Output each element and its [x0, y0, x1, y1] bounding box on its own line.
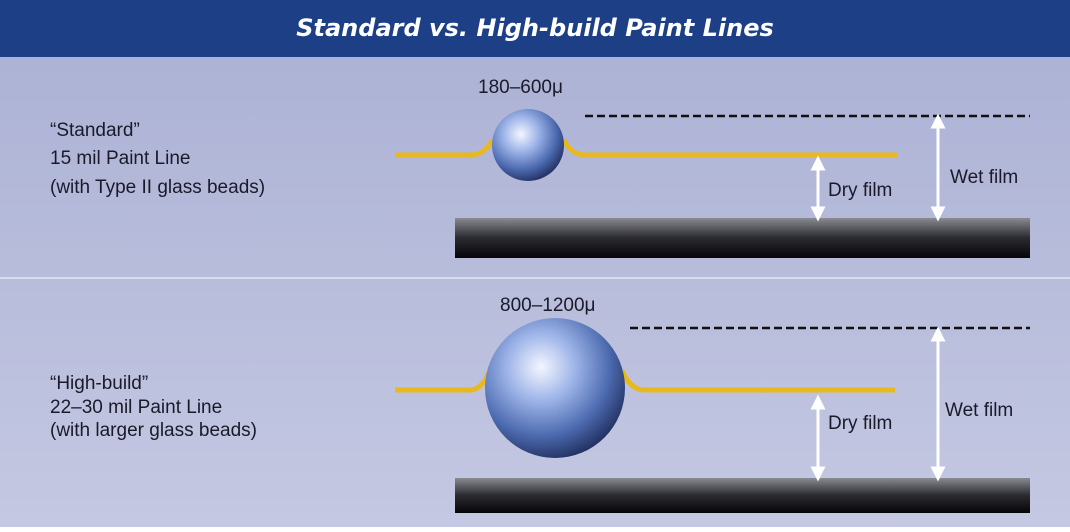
label-line: (with Type II glass beads) [50, 177, 265, 198]
wet-film-label: Wet film [950, 167, 1018, 188]
bead-size: 800–1200μ [500, 295, 595, 316]
glass-bead [485, 318, 625, 458]
header-bar [0, 0, 1070, 57]
label-line: 22–30 mil Paint Line [50, 397, 222, 418]
panel-high-build: “High-build” 22–30 mil Paint Line (with … [50, 295, 1030, 513]
label-line: “High-build” [50, 373, 148, 394]
dry-film-label: Dry film [828, 180, 892, 201]
glass-bead [492, 109, 564, 181]
label-line: (with larger glass beads) [50, 420, 257, 441]
label-line: 15 mil Paint Line [50, 148, 190, 169]
substrate [455, 478, 1030, 513]
paint-line [395, 138, 897, 158]
label-line: “Standard” [50, 120, 140, 141]
panel-standard: “Standard” 15 mil Paint Line (with Type … [50, 77, 1030, 258]
header-title: Standard vs. High-build Paint Lines [296, 14, 774, 42]
substrate [455, 218, 1030, 258]
bead-size: 180–600μ [478, 77, 563, 98]
dry-film-label: Dry film [828, 413, 892, 434]
wet-film-label: Wet film [945, 400, 1013, 421]
